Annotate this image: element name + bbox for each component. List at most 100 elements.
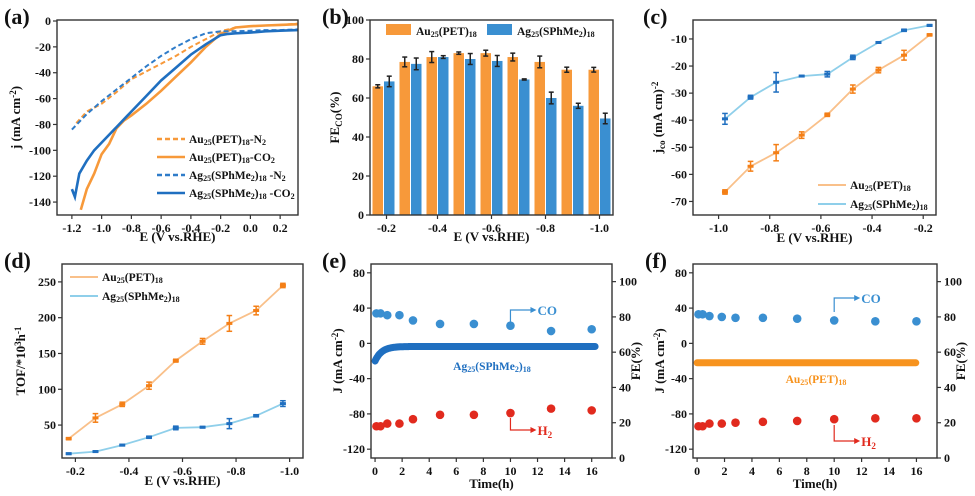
text-span: 2 (164, 295, 168, 304)
y-tick-label: 20 (352, 169, 364, 183)
bar (507, 57, 518, 215)
data-point (92, 416, 99, 420)
y2-tick-label: 80 (619, 310, 631, 324)
text-span: ) (583, 26, 587, 38)
x-axis-title: E (V vs.RHE) (140, 229, 216, 244)
text-span: ) (519, 361, 523, 373)
x-tick-label: -0.6 (811, 221, 830, 235)
text-span: 25 (431, 30, 439, 39)
text-span: H (861, 434, 871, 449)
fe-point-h2 (376, 421, 385, 431)
text-span: (PET) (212, 152, 242, 164)
text-span: -CO (267, 188, 291, 200)
y-tick-label: -80 (349, 407, 365, 421)
data-point (65, 452, 72, 456)
y-tick-label: 100 (346, 13, 364, 27)
fe-point-co (395, 310, 404, 320)
fe-point-h2 (408, 414, 418, 424)
legend-entry: Ag25(SPhMe2)18 (102, 291, 180, 304)
series-line-0 (75, 22, 299, 124)
text-span: co (657, 140, 667, 149)
x-tick-label: -1.0 (280, 464, 299, 478)
text-span: 18 (259, 174, 267, 183)
text-span: ) (168, 291, 172, 303)
fe-point-h2 (731, 418, 740, 428)
data-point (721, 117, 728, 121)
bar (546, 98, 557, 215)
x-tick-label: 0.0 (243, 221, 258, 235)
text-span: J (mA cm (330, 340, 345, 394)
x-tick-label: -0.4 (119, 464, 138, 478)
x-tick-label: -0.2 (66, 464, 85, 478)
text-span: Au (850, 180, 865, 192)
fe-point-co (912, 317, 921, 326)
bar (438, 57, 449, 215)
text-span: -CO (250, 152, 271, 164)
y-tick-label: -70 (671, 194, 687, 208)
y-tick-label: -120 (343, 442, 365, 456)
x-tick-label: 8 (804, 464, 810, 478)
y-tick-label: -120 (665, 442, 687, 456)
bar (519, 79, 530, 215)
text-span: (SPhMe (211, 188, 251, 200)
y-axis-title: j (mA cm-2) (8, 86, 23, 150)
text-span: (PET) (439, 26, 469, 38)
y-tick-label: -30 (671, 86, 687, 100)
data-point (773, 80, 780, 84)
panel-label-b: (b) (322, 4, 349, 29)
text-span: -2 (330, 332, 340, 340)
data-point (199, 339, 206, 343)
panel-label-d: (d) (4, 248, 31, 273)
data-point (875, 40, 882, 44)
x-tick-label: 14 (559, 464, 571, 478)
data-point (119, 402, 126, 406)
text-span: (SPhMe (211, 170, 251, 182)
text-span: ) (255, 188, 259, 200)
text-span: 2 (262, 138, 266, 147)
text-span: 25 (117, 276, 125, 285)
fe-point-co (731, 313, 740, 323)
y-tick-label: -40 (671, 113, 687, 127)
fe-point-h2 (395, 419, 404, 428)
text-span: (%) (327, 92, 342, 114)
data-point (798, 74, 805, 78)
text-span: (PET) (873, 180, 903, 192)
plot-frame (692, 263, 938, 459)
text-span: 25 (203, 192, 211, 201)
fe-point-co (705, 311, 714, 321)
fe-point-co (382, 310, 392, 320)
text-span: J (mA cm (652, 340, 667, 394)
plot-frame (370, 263, 613, 459)
h2-arrowhead (530, 427, 537, 433)
data-point (773, 151, 780, 155)
fe-point-h2 (912, 414, 921, 423)
legend-entry: Ag25(SPhMe2)18 -N2 (189, 170, 286, 183)
panel-e: (e) 0 2 4 6 8 10 12 14 16 80 40 0 -40 -80 -120 0 20 40 60 80… (322, 248, 643, 491)
data-point (119, 443, 126, 447)
text-span: CO (334, 113, 344, 127)
panel-d: (d) -0.2 -0.4 -0.6 -0.8 -1.0 50 100 150 200 250 E (… (4, 248, 304, 488)
y-tick-label: 50 (44, 418, 56, 432)
text-span: Ag (453, 361, 467, 373)
text-span: 18 (172, 295, 180, 304)
text-span: Ag (189, 188, 203, 200)
x-tick-label: -0.8 (536, 221, 555, 235)
fe-point-h2 (382, 419, 392, 428)
y2-tick-label: 100 (944, 275, 962, 289)
data-point (253, 309, 260, 313)
x-axis-title: E (V vs.RHE) (777, 230, 853, 245)
text-span: -N (250, 134, 263, 146)
text-span: 25 (800, 378, 808, 387)
h2-annotation: H2 (537, 423, 552, 440)
bar (372, 86, 383, 215)
text-span: -2 (8, 90, 18, 98)
text-span: 2 (548, 430, 553, 440)
fe-point-h2 (435, 410, 445, 420)
x-tick-label: -0.2 (914, 221, 933, 235)
fe-point-co (376, 309, 385, 318)
legend-entry: Au25(PET)18 (102, 272, 163, 285)
data-point (199, 425, 206, 429)
co-annotation: CO (861, 291, 881, 306)
bar (573, 105, 584, 215)
text-span: (SPhMe (539, 26, 579, 38)
